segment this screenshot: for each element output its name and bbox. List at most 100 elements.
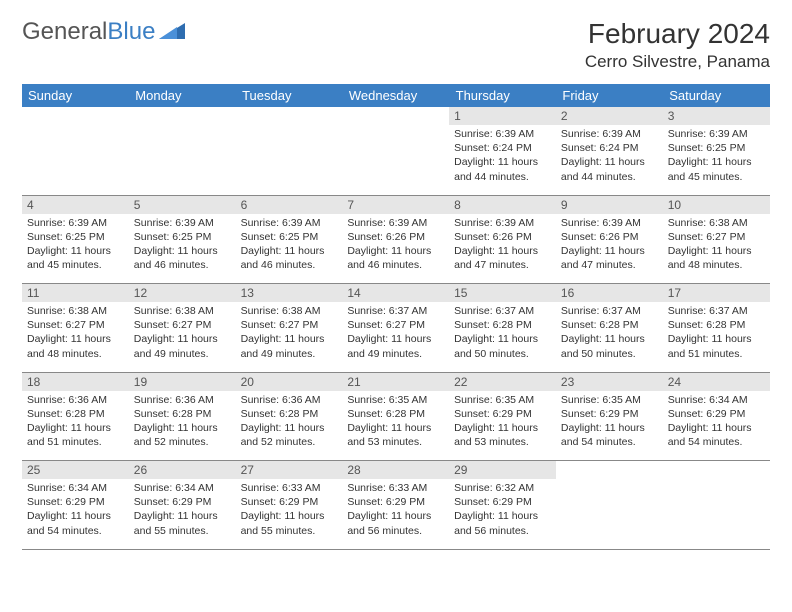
sunrise: Sunrise: 6:34 AM: [134, 481, 231, 495]
sunrise: Sunrise: 6:38 AM: [134, 304, 231, 318]
day-number: 9: [556, 195, 663, 214]
day-number: 14: [342, 284, 449, 303]
header: GeneralBlue February 2024 Cerro Silvestr…: [22, 18, 770, 72]
day-cell: Sunrise: 6:34 AMSunset: 6:29 PMDaylight:…: [663, 391, 770, 461]
sunrise: Sunrise: 6:34 AM: [668, 393, 765, 407]
day-cell: [129, 125, 236, 195]
daylight: Daylight: 11 hours and 50 minutes.: [561, 332, 658, 360]
sunrise: Sunrise: 6:39 AM: [454, 127, 551, 141]
day-cell: Sunrise: 6:39 AMSunset: 6:26 PMDaylight:…: [449, 214, 556, 284]
sunset: Sunset: 6:29 PM: [241, 495, 338, 509]
day-cell: Sunrise: 6:39 AMSunset: 6:25 PMDaylight:…: [663, 125, 770, 195]
day-cell: Sunrise: 6:35 AMSunset: 6:29 PMDaylight:…: [556, 391, 663, 461]
page-title: February 2024: [585, 18, 770, 50]
day-number: 12: [129, 284, 236, 303]
sunset: Sunset: 6:27 PM: [241, 318, 338, 332]
col-wednesday: Wednesday: [342, 84, 449, 107]
day-cell: Sunrise: 6:34 AMSunset: 6:29 PMDaylight:…: [22, 479, 129, 549]
day-cell: Sunrise: 6:38 AMSunset: 6:27 PMDaylight:…: [663, 214, 770, 284]
week-number-row: 11121314151617: [22, 284, 770, 303]
sunset: Sunset: 6:27 PM: [134, 318, 231, 332]
sunset: Sunset: 6:28 PM: [454, 318, 551, 332]
day-number: [236, 107, 343, 125]
day-number: 10: [663, 195, 770, 214]
daylight: Daylight: 11 hours and 47 minutes.: [561, 244, 658, 272]
daylight: Daylight: 11 hours and 50 minutes.: [454, 332, 551, 360]
daylight: Daylight: 11 hours and 44 minutes.: [454, 155, 551, 183]
day-cell: [342, 125, 449, 195]
day-number: 25: [22, 461, 129, 480]
day-number: 27: [236, 461, 343, 480]
daylight: Daylight: 11 hours and 45 minutes.: [27, 244, 124, 272]
day-cell: Sunrise: 6:36 AMSunset: 6:28 PMDaylight:…: [129, 391, 236, 461]
calendar-body: 123Sunrise: 6:39 AMSunset: 6:24 PMDaylig…: [22, 107, 770, 549]
daylight: Daylight: 11 hours and 54 minutes.: [27, 509, 124, 537]
day-number: 6: [236, 195, 343, 214]
sunrise: Sunrise: 6:39 AM: [27, 216, 124, 230]
sunset: Sunset: 6:28 PM: [347, 407, 444, 421]
day-number: 24: [663, 372, 770, 391]
sunset: Sunset: 6:25 PM: [27, 230, 124, 244]
day-cell: Sunrise: 6:33 AMSunset: 6:29 PMDaylight:…: [236, 479, 343, 549]
day-number: 16: [556, 284, 663, 303]
location: Cerro Silvestre, Panama: [585, 52, 770, 72]
col-sunday: Sunday: [22, 84, 129, 107]
day-number: 1: [449, 107, 556, 125]
day-number: 11: [22, 284, 129, 303]
sunrise: Sunrise: 6:33 AM: [347, 481, 444, 495]
calendar: Sunday Monday Tuesday Wednesday Thursday…: [22, 84, 770, 550]
sunset: Sunset: 6:26 PM: [561, 230, 658, 244]
sunrise: Sunrise: 6:39 AM: [668, 127, 765, 141]
daylight: Daylight: 11 hours and 46 minutes.: [241, 244, 338, 272]
sunrise: Sunrise: 6:37 AM: [561, 304, 658, 318]
daylight: Daylight: 11 hours and 53 minutes.: [347, 421, 444, 449]
sunrise: Sunrise: 6:39 AM: [454, 216, 551, 230]
daylight: Daylight: 11 hours and 56 minutes.: [454, 509, 551, 537]
sunset: Sunset: 6:25 PM: [668, 141, 765, 155]
col-monday: Monday: [129, 84, 236, 107]
daylight: Daylight: 11 hours and 54 minutes.: [668, 421, 765, 449]
day-number: 26: [129, 461, 236, 480]
day-cell: Sunrise: 6:34 AMSunset: 6:29 PMDaylight:…: [129, 479, 236, 549]
sunrise: Sunrise: 6:39 AM: [561, 127, 658, 141]
day-cell: Sunrise: 6:37 AMSunset: 6:28 PMDaylight:…: [663, 302, 770, 372]
day-number: 28: [342, 461, 449, 480]
day-cell: Sunrise: 6:39 AMSunset: 6:26 PMDaylight:…: [342, 214, 449, 284]
day-number: 21: [342, 372, 449, 391]
daylight: Daylight: 11 hours and 46 minutes.: [347, 244, 444, 272]
daylight: Daylight: 11 hours and 49 minutes.: [347, 332, 444, 360]
sunrise: Sunrise: 6:39 AM: [561, 216, 658, 230]
logo: GeneralBlue: [22, 18, 185, 46]
sunset: Sunset: 6:29 PM: [668, 407, 765, 421]
daylight: Daylight: 11 hours and 49 minutes.: [241, 332, 338, 360]
sunrise: Sunrise: 6:39 AM: [347, 216, 444, 230]
sunrise: Sunrise: 6:32 AM: [454, 481, 551, 495]
daylight: Daylight: 11 hours and 53 minutes.: [454, 421, 551, 449]
sunset: Sunset: 6:28 PM: [668, 318, 765, 332]
day-cell: Sunrise: 6:37 AMSunset: 6:28 PMDaylight:…: [556, 302, 663, 372]
sunset: Sunset: 6:24 PM: [561, 141, 658, 155]
day-number: 22: [449, 372, 556, 391]
sunrise: Sunrise: 6:37 AM: [454, 304, 551, 318]
sunset: Sunset: 6:25 PM: [241, 230, 338, 244]
day-number: 13: [236, 284, 343, 303]
day-cell: Sunrise: 6:38 AMSunset: 6:27 PMDaylight:…: [22, 302, 129, 372]
daylight: Daylight: 11 hours and 51 minutes.: [668, 332, 765, 360]
day-cell: Sunrise: 6:37 AMSunset: 6:28 PMDaylight:…: [449, 302, 556, 372]
sunrise: Sunrise: 6:38 AM: [668, 216, 765, 230]
sunrise: Sunrise: 6:38 AM: [241, 304, 338, 318]
sunset: Sunset: 6:27 PM: [27, 318, 124, 332]
sunset: Sunset: 6:28 PM: [561, 318, 658, 332]
sunrise: Sunrise: 6:39 AM: [134, 216, 231, 230]
col-tuesday: Tuesday: [236, 84, 343, 107]
logo-text-blue: Blue: [107, 18, 155, 45]
daylight: Daylight: 11 hours and 44 minutes.: [561, 155, 658, 183]
sunrise: Sunrise: 6:36 AM: [134, 393, 231, 407]
sunset: Sunset: 6:29 PM: [347, 495, 444, 509]
sunset: Sunset: 6:28 PM: [241, 407, 338, 421]
day-number: [22, 107, 129, 125]
triangle-icon: [159, 21, 185, 44]
day-cell: [663, 479, 770, 549]
day-cell: Sunrise: 6:36 AMSunset: 6:28 PMDaylight:…: [236, 391, 343, 461]
daylight: Daylight: 11 hours and 45 minutes.: [668, 155, 765, 183]
